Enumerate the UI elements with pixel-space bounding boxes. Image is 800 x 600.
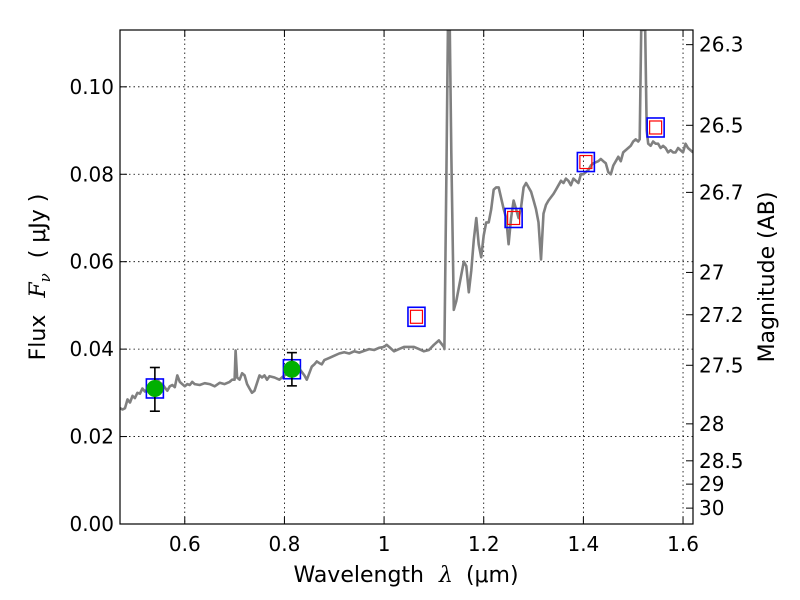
x-axis-label: Wavelength λ (μm)	[293, 563, 518, 588]
x-tick-labels: 0.6 0.8 1 1.2 1.4 1.6	[169, 532, 699, 556]
photometry-markers	[145, 117, 665, 413]
x-tick-label: 1.2	[468, 532, 500, 556]
x-tick-label: 1	[378, 532, 391, 556]
x-axis-label-unit: (μm)	[466, 563, 519, 588]
magnitude-tick-label: 27.2	[699, 303, 744, 327]
x-axis-label-symbol: λ	[438, 563, 453, 588]
observed-flux-box	[507, 210, 521, 226]
model-flux-box	[504, 207, 523, 229]
y-tick-label: 0.02	[69, 425, 114, 449]
y-tick-label: 0.00	[69, 512, 114, 536]
spectrum-line	[120, 30, 693, 411]
magnitude-tick-label: 26.5	[699, 113, 744, 137]
magnitude-tick-label: 27.5	[699, 353, 744, 377]
x-tick-label: 0.6	[169, 532, 201, 556]
detection-point	[146, 379, 164, 397]
detection-point	[283, 360, 301, 378]
observed-flux-box	[409, 309, 424, 324]
magnitude-tick-label: 30	[699, 496, 724, 520]
observed-flux-box	[579, 154, 593, 170]
magnitude-tick-label: 26.7	[699, 180, 744, 204]
x-axis-label-word: Wavelength	[293, 563, 424, 588]
grid-lines	[120, 30, 693, 524]
y-axis-label-symbol: F	[26, 282, 51, 299]
y-axis-label: Flux Fν ( μJy )	[26, 194, 56, 361]
y-tick-label: 0.10	[69, 75, 114, 99]
model-flux-box	[407, 306, 426, 328]
observed-flux-box	[649, 120, 663, 135]
magnitude-axis-label: Magnitude (AB)	[755, 192, 780, 363]
plot-frame	[119, 29, 694, 525]
y-tick-label: 0.06	[69, 250, 114, 274]
spectrum-layer	[120, 30, 693, 411]
x-tick-label: 0.8	[269, 532, 301, 556]
y-tick-label: 0.04	[69, 337, 114, 361]
magnitude-tick-label: 28.5	[699, 449, 744, 473]
magnitude-tick-label: 27	[699, 260, 724, 284]
model-flux-box	[646, 117, 665, 138]
magnitude-tick-label: 29	[699, 472, 724, 496]
y-tick-label: 0.08	[69, 162, 114, 186]
y-axis-label-unit: ( μJy )	[26, 194, 51, 259]
magnitude-tick-label: 26.3	[699, 33, 744, 57]
magnitude-tick-label: 28	[699, 412, 724, 436]
y-axis-label-subscript: ν	[36, 273, 54, 282]
x-tick-label: 1.6	[667, 532, 699, 556]
tick-marks	[120, 30, 693, 525]
model-flux-box	[576, 151, 596, 173]
y-axis-label-word: Flux	[26, 315, 51, 361]
x-tick-label: 1.4	[567, 532, 599, 556]
y-tick-labels: 0.00 0.02 0.04 0.06 0.08 0.10	[69, 75, 114, 536]
